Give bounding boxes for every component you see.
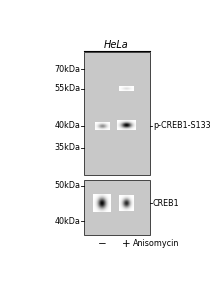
Text: −: − xyxy=(98,239,106,249)
Text: +: + xyxy=(122,239,131,249)
Bar xyxy=(84,52,150,175)
Text: CREB1: CREB1 xyxy=(153,199,180,208)
Text: Anisomycin: Anisomycin xyxy=(133,239,180,248)
Text: p-CREB1-S133: p-CREB1-S133 xyxy=(153,121,211,130)
Text: 35kDa: 35kDa xyxy=(54,143,80,152)
Bar xyxy=(84,180,150,235)
Text: 40kDa: 40kDa xyxy=(54,121,80,130)
Text: 70kDa: 70kDa xyxy=(54,65,80,74)
Text: 55kDa: 55kDa xyxy=(54,84,80,93)
Text: 50kDa: 50kDa xyxy=(54,181,80,190)
Text: HeLa: HeLa xyxy=(104,40,129,50)
Text: 40kDa: 40kDa xyxy=(54,217,80,226)
